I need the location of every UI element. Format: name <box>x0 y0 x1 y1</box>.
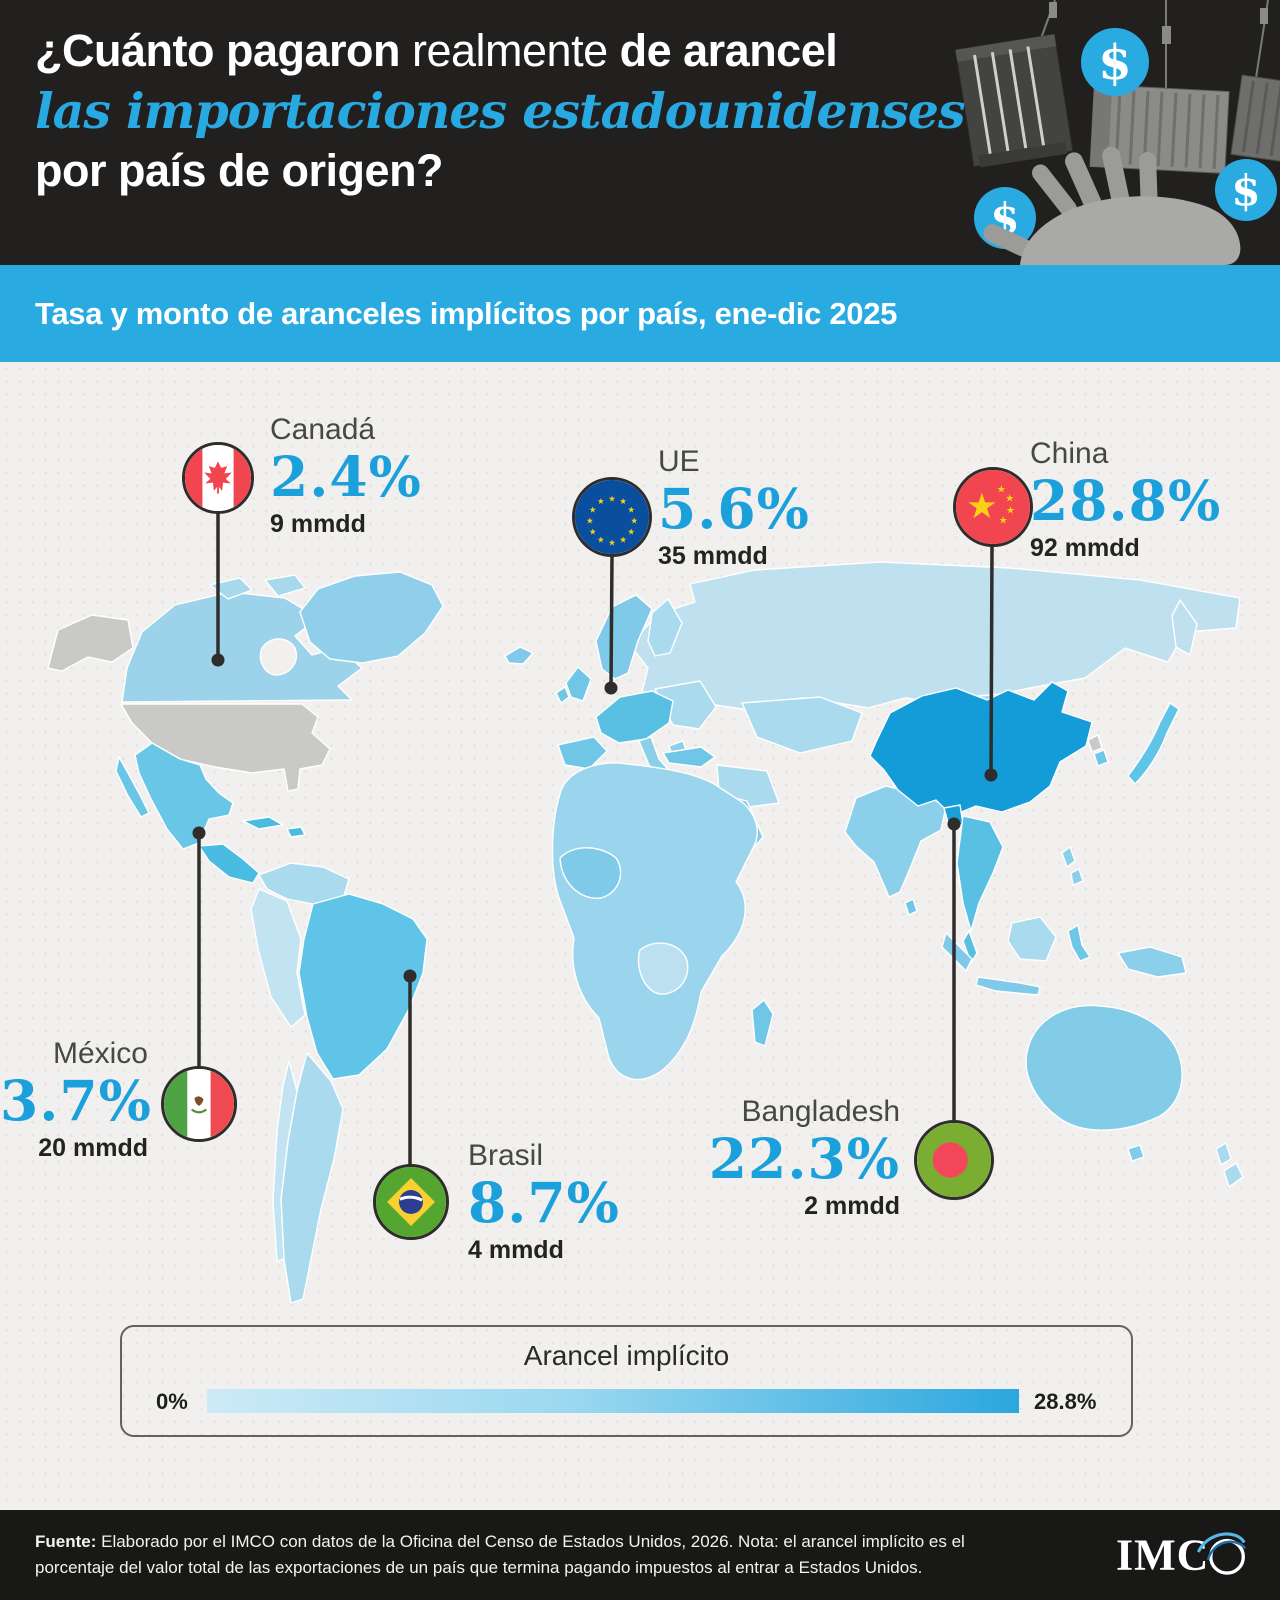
tariff-rate: 3.7% <box>0 1068 152 1133</box>
svg-text:$: $ <box>1231 166 1260 215</box>
tariff-rate: 28.8% <box>1030 468 1222 533</box>
title-regular: realmente <box>399 25 620 76</box>
svg-text:★: ★ <box>619 496 626 506</box>
callout-bangladesh: Bangladesh 22.3% 2 mmdd <box>600 1095 900 1221</box>
callout-ue: UE 5.6% 35 mmdd <box>658 445 810 571</box>
legend: Arancel implícito 0% 28.8% <box>120 1325 1133 1437</box>
country-name: México <box>52 1037 148 1070</box>
footer: Fuente: Elaborado por el IMCO con datos … <box>0 1510 1280 1600</box>
title-bold: ¿Cuánto pagaron <box>35 25 400 76</box>
legend-gradient-bar <box>207 1389 1019 1413</box>
svg-text:★: ★ <box>630 515 637 525</box>
svg-text:★: ★ <box>966 486 998 527</box>
title-bold: de arancel <box>619 25 838 76</box>
source-text: Elaborado por el IMCO con datos de la Of… <box>35 1531 965 1577</box>
brazil-flag-icon <box>373 1164 449 1240</box>
country-name: Canadá <box>270 413 376 446</box>
callout-brasil: Brasil 8.7% 4 mmdd <box>468 1139 620 1265</box>
country-name: Bangladesh <box>741 1095 900 1128</box>
tariff-amount: 2 mmdd <box>804 1192 900 1220</box>
tariff-rate: 2.4% <box>270 444 422 509</box>
tariff-amount: 9 mmdd <box>270 510 366 538</box>
container-icon <box>1089 83 1230 174</box>
svg-text:★: ★ <box>597 496 604 506</box>
svg-text:★: ★ <box>628 504 635 514</box>
tariff-rate: 8.7% <box>468 1170 620 1235</box>
canada-flag-icon <box>182 442 254 514</box>
country-name: UE <box>658 445 700 478</box>
bangladesh-flag-icon <box>914 1120 994 1200</box>
callout-mexico: México 3.7% 20 mmdd <box>0 1037 152 1163</box>
container-icon <box>954 33 1074 168</box>
header-illustration: $ $ $ <box>954 0 1280 265</box>
svg-text:★: ★ <box>1005 493 1014 504</box>
title-line-1: ¿Cuánto pagaron realmente de arancel <box>35 22 965 80</box>
legend-min-label: 0% <box>156 1389 188 1414</box>
legend-title: Arancel implícito <box>523 1340 730 1371</box>
legend-max-label: 28.8% <box>1034 1389 1097 1414</box>
svg-text:$: $ <box>1098 35 1131 91</box>
svg-text:IMC: IMC <box>1116 1530 1209 1579</box>
source-note: Fuente: Elaborado por el IMCO con datos … <box>35 1529 1035 1582</box>
logo-swirl-icon <box>1206 1540 1247 1560</box>
tariff-amount: 92 mmdd <box>1030 534 1140 562</box>
logo-o-icon <box>1209 1538 1245 1575</box>
tariff-rate: 22.3% <box>708 1126 900 1191</box>
subtitle-text: Tasa y monto de aranceles implícitos por… <box>35 295 898 331</box>
title-line-2: las importaciones estadounidenses <box>35 82 966 140</box>
logo-swirl-icon <box>1196 1531 1246 1553</box>
svg-text:★: ★ <box>628 527 635 537</box>
svg-text:★: ★ <box>608 493 615 503</box>
svg-text:★: ★ <box>597 535 604 545</box>
tariff-amount: 35 mmdd <box>658 542 768 570</box>
callout-canada: Canadá 2.4% 9 mmdd <box>270 413 422 539</box>
page-title: ¿Cuánto pagaron realmente de arancel las… <box>35 22 966 200</box>
country-name: China <box>1030 437 1109 470</box>
crane-cables-icon <box>1038 0 1269 88</box>
hand-graphic <box>983 146 1241 265</box>
dollar-circle-icon: $ <box>1215 159 1277 221</box>
svg-text:★: ★ <box>608 538 615 548</box>
callout-china: China 28.8% 92 mmdd <box>1030 437 1222 563</box>
imco-logo: IMC <box>1116 1525 1250 1586</box>
china-flag-icon: ★ ★ ★ ★ ★ <box>953 467 1033 547</box>
tariff-amount: 4 mmdd <box>468 1236 564 1264</box>
subtitle-band: Tasa y monto de aranceles implícitos por… <box>0 265 1280 362</box>
tariff-amount: 20 mmdd <box>38 1134 148 1162</box>
svg-text:★: ★ <box>589 504 596 514</box>
header: $ $ $ ¿Cuánto pagaron real <box>0 0 1280 265</box>
source-label: Fuente: <box>35 1531 97 1551</box>
dollar-circle-icon: $ <box>1081 28 1149 96</box>
svg-text:★: ★ <box>999 516 1008 527</box>
container-icon <box>1230 74 1280 165</box>
crane-hooks-icon <box>1049 2 1268 44</box>
svg-text:★: ★ <box>997 485 1006 496</box>
svg-text:★: ★ <box>586 515 593 525</box>
mexico-flag-icon <box>161 1066 237 1142</box>
tariff-rate: 5.6% <box>658 476 810 541</box>
svg-text:★: ★ <box>589 527 596 537</box>
eu-flag-icon: ★ ★ ★ ★ ★ ★ ★ ★ ★ ★ ★ ★ <box>572 477 652 557</box>
country-name: Brasil <box>468 1139 544 1172</box>
svg-text:★: ★ <box>1006 505 1015 516</box>
title-line-3: por país de origen? <box>35 145 444 196</box>
svg-text:★: ★ <box>619 535 626 545</box>
